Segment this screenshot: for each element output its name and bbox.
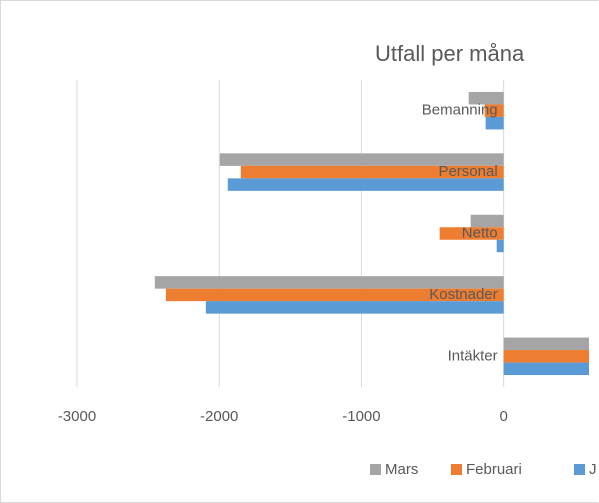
bar xyxy=(219,153,504,166)
legend-swatch xyxy=(370,464,381,475)
legend-label: Februari xyxy=(466,461,522,478)
bar xyxy=(496,239,504,253)
bar xyxy=(154,276,504,289)
bar xyxy=(484,104,504,117)
bar xyxy=(485,116,504,130)
bar xyxy=(503,337,589,351)
bar xyxy=(439,227,504,240)
y-tick-label: Personal xyxy=(438,163,497,180)
bar xyxy=(227,178,504,191)
bar xyxy=(240,165,504,179)
bar xyxy=(205,301,504,314)
x-tick-label: -3000 xyxy=(58,408,96,425)
x-tick-label: -1000 xyxy=(342,408,380,425)
bars xyxy=(154,91,589,376)
bar xyxy=(165,288,504,302)
x-tick-label: 0 xyxy=(499,408,507,425)
bar xyxy=(503,350,589,363)
labels: -3000 -2000 -1000 0 Bemanning Personal Netto Ko… xyxy=(58,102,597,478)
x-tick-label: -2000 xyxy=(200,408,238,425)
y-tick-label: Kostnader xyxy=(429,286,497,303)
bar xyxy=(503,362,589,376)
legend-label: J xyxy=(589,461,597,478)
legend-swatch xyxy=(574,464,585,475)
y-tick-label: Bemanning xyxy=(422,102,498,119)
bar xyxy=(470,214,504,228)
bar xyxy=(468,91,504,105)
legend-swatch xyxy=(451,464,462,475)
y-tick-label: Intäkter xyxy=(448,347,498,364)
chart-title: Utfall per måna xyxy=(375,41,525,66)
y-tick-label: Netto xyxy=(462,224,498,241)
legend-label: Mars xyxy=(385,461,418,478)
